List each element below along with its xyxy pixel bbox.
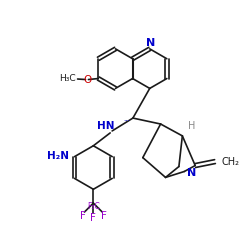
Text: H: H	[188, 121, 195, 131]
Text: N: N	[187, 168, 196, 178]
Text: F: F	[101, 211, 107, 221]
Text: CH₂: CH₂	[222, 156, 240, 166]
Text: ···: ···	[124, 118, 130, 124]
Text: F: F	[90, 213, 96, 223]
Text: O: O	[83, 74, 92, 85]
Text: F₃C: F₃C	[87, 202, 100, 210]
Text: H₃C: H₃C	[59, 74, 76, 83]
Text: HN: HN	[98, 121, 115, 131]
Text: H₂N: H₂N	[47, 151, 69, 161]
Text: F: F	[80, 211, 86, 221]
Text: N: N	[146, 38, 155, 48]
